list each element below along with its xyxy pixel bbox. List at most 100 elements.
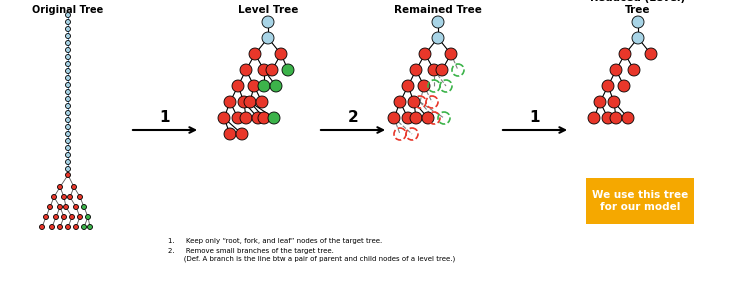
Circle shape <box>268 112 280 124</box>
Circle shape <box>445 48 457 60</box>
Circle shape <box>282 64 294 76</box>
Circle shape <box>262 32 274 44</box>
Circle shape <box>266 64 278 76</box>
Circle shape <box>66 103 70 108</box>
Circle shape <box>61 214 67 220</box>
Circle shape <box>58 184 63 190</box>
Text: Remained Tree: Remained Tree <box>394 5 482 15</box>
Circle shape <box>240 64 252 76</box>
Circle shape <box>236 128 248 140</box>
Circle shape <box>248 80 260 92</box>
Circle shape <box>232 112 244 124</box>
Circle shape <box>66 125 70 129</box>
Circle shape <box>410 112 422 124</box>
Circle shape <box>232 80 244 92</box>
Circle shape <box>262 16 274 28</box>
Circle shape <box>49 225 55 229</box>
Circle shape <box>66 225 70 229</box>
Circle shape <box>218 112 230 124</box>
Circle shape <box>66 145 70 151</box>
Circle shape <box>632 16 644 28</box>
Circle shape <box>66 138 70 144</box>
Circle shape <box>82 225 87 229</box>
Circle shape <box>224 128 236 140</box>
Circle shape <box>238 96 250 108</box>
Circle shape <box>88 225 93 229</box>
Circle shape <box>602 112 614 124</box>
Circle shape <box>270 80 282 92</box>
Circle shape <box>66 173 70 177</box>
Circle shape <box>610 64 622 76</box>
Circle shape <box>619 48 631 60</box>
FancyBboxPatch shape <box>586 178 694 224</box>
Circle shape <box>66 82 70 88</box>
Circle shape <box>66 153 70 158</box>
Circle shape <box>67 194 73 199</box>
Circle shape <box>40 225 44 229</box>
Circle shape <box>249 48 261 60</box>
Circle shape <box>64 205 69 210</box>
Circle shape <box>85 214 91 220</box>
Circle shape <box>632 32 644 44</box>
Circle shape <box>66 19 70 25</box>
Circle shape <box>402 112 414 124</box>
Circle shape <box>224 96 236 108</box>
Circle shape <box>252 112 264 124</box>
Circle shape <box>66 75 70 81</box>
Circle shape <box>66 97 70 101</box>
Circle shape <box>418 80 430 92</box>
Circle shape <box>66 40 70 45</box>
Circle shape <box>66 160 70 164</box>
Circle shape <box>422 112 434 124</box>
Circle shape <box>54 214 58 220</box>
Circle shape <box>419 48 431 60</box>
Circle shape <box>588 112 600 124</box>
Circle shape <box>58 225 63 229</box>
Circle shape <box>66 12 70 18</box>
Circle shape <box>594 96 606 108</box>
Circle shape <box>66 34 70 38</box>
Circle shape <box>66 47 70 53</box>
Circle shape <box>608 96 620 108</box>
Text: 1: 1 <box>530 110 540 125</box>
Circle shape <box>48 205 52 210</box>
Circle shape <box>436 64 448 76</box>
Circle shape <box>256 96 268 108</box>
Circle shape <box>66 110 70 116</box>
Circle shape <box>402 80 414 92</box>
Circle shape <box>73 225 79 229</box>
Circle shape <box>610 112 622 124</box>
Circle shape <box>432 32 444 44</box>
Circle shape <box>645 48 657 60</box>
Circle shape <box>628 64 640 76</box>
Circle shape <box>432 16 444 28</box>
Circle shape <box>410 64 422 76</box>
Circle shape <box>66 27 70 32</box>
Circle shape <box>78 214 82 220</box>
Text: 2: 2 <box>348 110 358 125</box>
Circle shape <box>244 96 256 108</box>
Circle shape <box>66 118 70 123</box>
Circle shape <box>258 80 270 92</box>
Text: 1: 1 <box>160 110 171 125</box>
Circle shape <box>66 55 70 60</box>
Circle shape <box>622 112 634 124</box>
Circle shape <box>602 80 614 92</box>
Circle shape <box>72 184 76 190</box>
Circle shape <box>73 205 79 210</box>
Circle shape <box>240 112 252 124</box>
Circle shape <box>78 194 82 199</box>
Text: 1.     Keep only “root, fork, and leaf” nodes of the target tree.: 1. Keep only “root, fork, and leaf” node… <box>168 238 382 244</box>
Circle shape <box>66 166 70 171</box>
Text: Reduced (Level)
Tree: Reduced (Level) Tree <box>590 0 686 15</box>
Circle shape <box>258 112 270 124</box>
Circle shape <box>66 90 70 95</box>
Circle shape <box>61 194 67 199</box>
Circle shape <box>70 214 75 220</box>
Circle shape <box>408 96 420 108</box>
Circle shape <box>618 80 630 92</box>
Circle shape <box>275 48 287 60</box>
Circle shape <box>43 214 49 220</box>
Circle shape <box>52 194 57 199</box>
Circle shape <box>58 205 63 210</box>
